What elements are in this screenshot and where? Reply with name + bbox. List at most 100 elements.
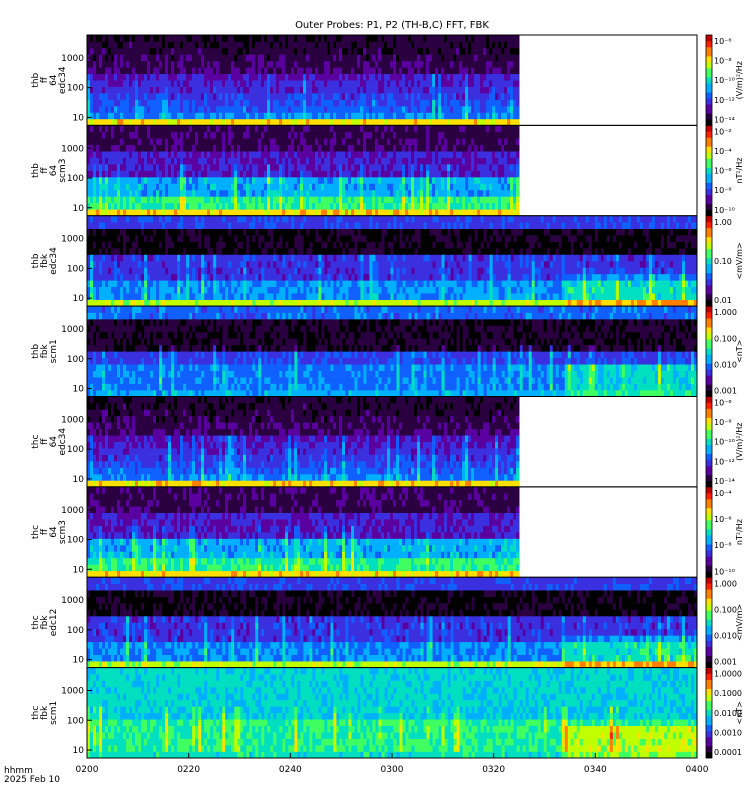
heatmap-cell	[108, 254, 111, 261]
heatmap-cell	[201, 151, 204, 158]
heatmap-cell	[324, 145, 327, 152]
heatmap-cell	[201, 87, 204, 94]
heatmap-cell	[210, 171, 213, 178]
heatmap-cell	[270, 80, 273, 87]
heatmap-cell	[384, 48, 387, 55]
heatmap-cell	[444, 54, 447, 61]
heatmap-cell	[381, 164, 384, 171]
heatmap-cell	[306, 119, 309, 126]
heatmap-cell	[171, 74, 174, 81]
heatmap-cell	[327, 41, 330, 48]
heatmap-cell	[234, 125, 237, 132]
heatmap-cell	[144, 242, 147, 249]
heatmap-cell	[207, 106, 210, 113]
heatmap-cell	[333, 209, 336, 216]
heatmap-cell	[222, 293, 225, 300]
heatmap-cell	[465, 100, 468, 107]
heatmap-cell	[174, 151, 177, 158]
heatmap-cell	[279, 93, 282, 100]
heatmap-cell	[255, 171, 258, 178]
heatmap-cell	[483, 74, 486, 81]
heatmap-cell	[261, 190, 264, 197]
heatmap-cell	[168, 158, 171, 165]
heatmap-cell	[135, 112, 138, 119]
heatmap-cell	[465, 132, 468, 139]
heatmap-cell	[516, 209, 519, 216]
heatmap-cell	[402, 54, 405, 61]
heatmap-cell	[204, 203, 207, 210]
heatmap-cell	[381, 100, 384, 107]
heatmap-cell	[180, 48, 183, 55]
heatmap-cell	[177, 254, 180, 261]
heatmap-cell	[105, 203, 108, 210]
heatmap-cell	[207, 190, 210, 197]
heatmap-cell	[513, 93, 516, 100]
heatmap-cell	[165, 300, 168, 307]
heatmap-cell	[243, 112, 246, 119]
heatmap-cell	[423, 87, 426, 94]
heatmap-cell	[384, 119, 387, 126]
heatmap-cell	[315, 67, 318, 74]
heatmap-cell	[252, 106, 255, 113]
heatmap-cell	[207, 293, 210, 300]
heatmap-cell	[267, 119, 270, 126]
heatmap-cell	[120, 216, 123, 223]
heatmap-cell	[120, 300, 123, 307]
heatmap-cell	[342, 61, 345, 68]
heatmap-cell	[501, 106, 504, 113]
heatmap-cell	[144, 48, 147, 55]
heatmap-cell	[420, 164, 423, 171]
heatmap-cell	[450, 158, 453, 165]
heatmap-cell	[213, 183, 216, 190]
heatmap-cell	[378, 119, 381, 126]
heatmap-cell	[381, 67, 384, 74]
heatmap-cell	[390, 183, 393, 190]
heatmap-cell	[432, 112, 435, 119]
heatmap-cell	[156, 248, 159, 255]
heatmap-cell	[384, 164, 387, 171]
heatmap-cell	[105, 112, 108, 119]
heatmap-cell	[213, 74, 216, 81]
heatmap-cell	[348, 100, 351, 107]
heatmap-cell	[123, 67, 126, 74]
heatmap-cell	[513, 74, 516, 81]
heatmap-cell	[168, 216, 171, 223]
heatmap-cell	[231, 125, 234, 132]
heatmap-cell	[219, 274, 222, 281]
heatmap-cell	[450, 93, 453, 100]
heatmap-cell	[138, 222, 141, 229]
heatmap-cell	[204, 100, 207, 107]
heatmap-cell	[426, 145, 429, 152]
heatmap-cell	[147, 41, 150, 48]
heatmap-cell	[318, 145, 321, 152]
heatmap-cell	[105, 280, 108, 287]
heatmap-cell	[267, 164, 270, 171]
heatmap-cell	[402, 203, 405, 210]
heatmap-cell	[210, 190, 213, 197]
heatmap-cell	[369, 203, 372, 210]
heatmap-cell	[306, 35, 309, 42]
heatmap-cell	[294, 61, 297, 68]
heatmap-cell	[339, 125, 342, 132]
heatmap-cell	[225, 280, 228, 287]
heatmap-cell	[396, 151, 399, 158]
heatmap-cell	[408, 87, 411, 94]
heatmap-cell	[372, 196, 375, 203]
heatmap-cell	[210, 35, 213, 42]
heatmap-cell	[270, 145, 273, 152]
heatmap-cell	[486, 183, 489, 190]
heatmap-cell	[228, 203, 231, 210]
heatmap-cell	[135, 293, 138, 300]
heatmap-cell	[153, 93, 156, 100]
heatmap-cell	[90, 80, 93, 87]
heatmap-cell	[219, 222, 222, 229]
heatmap-cell	[459, 158, 462, 165]
heatmap-cell	[396, 132, 399, 139]
heatmap-cell	[273, 300, 276, 307]
heatmap-cell	[324, 125, 327, 132]
heatmap-cell	[354, 132, 357, 139]
heatmap-cell	[258, 267, 261, 274]
heatmap-cell	[117, 106, 120, 113]
heatmap-cell	[207, 216, 210, 223]
heatmap-cell	[174, 242, 177, 249]
